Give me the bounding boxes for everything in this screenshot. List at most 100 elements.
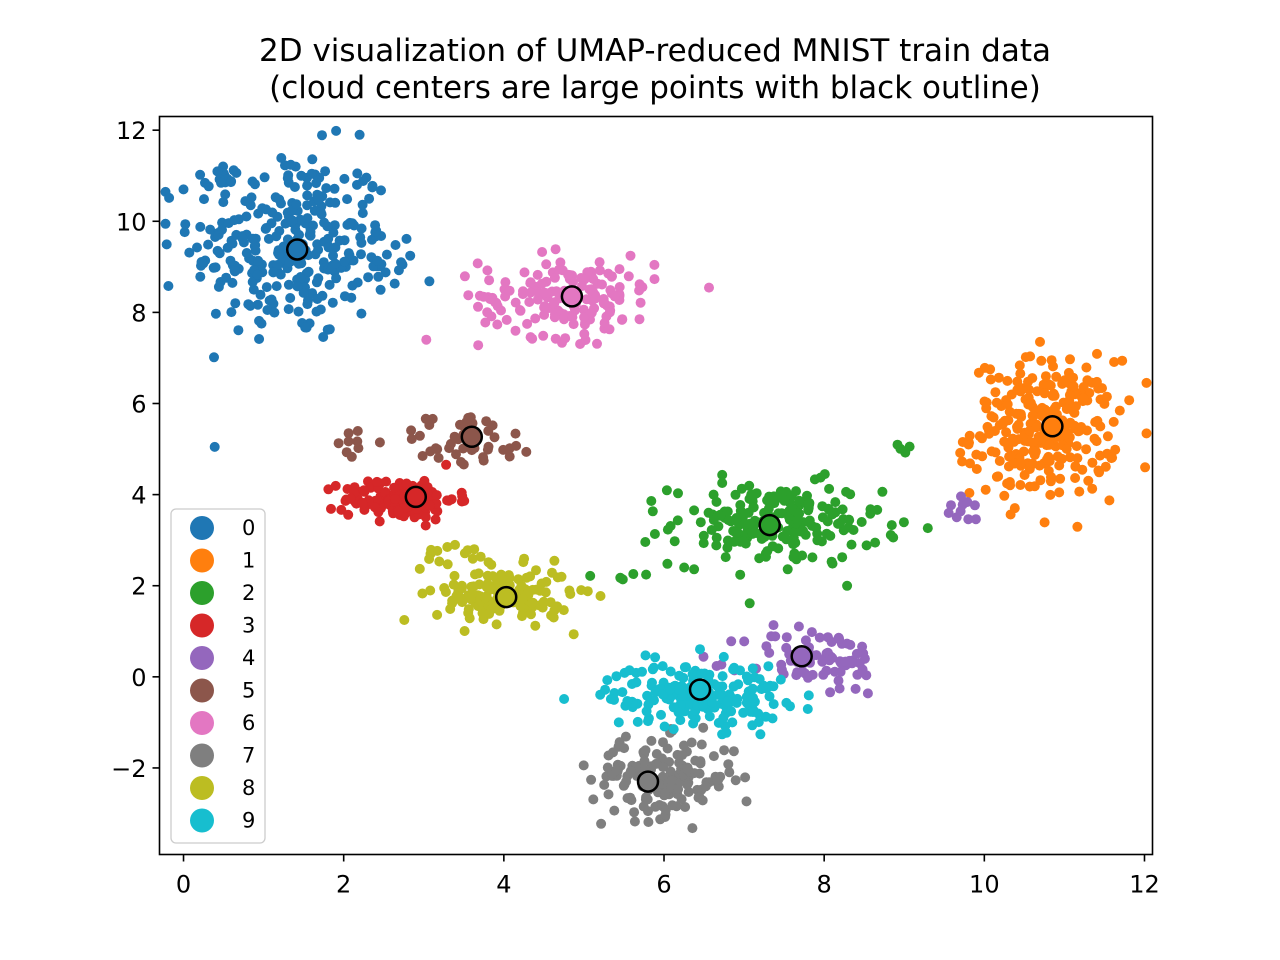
legend-label: 6: [242, 711, 255, 735]
data-point: [196, 257, 207, 267]
data-point: [1141, 428, 1152, 439]
data-point: [539, 287, 550, 298]
data-point: [1108, 416, 1119, 427]
data-point: [316, 209, 327, 220]
data-point: [356, 249, 366, 260]
data-point: [334, 235, 345, 246]
data-point: [293, 306, 304, 317]
data-point: [720, 552, 731, 563]
data-point: [541, 259, 552, 270]
chart-subtitle: (cloud centers are large points with bla…: [269, 70, 1041, 106]
data-point: [621, 776, 632, 787]
data-point: [837, 552, 848, 563]
data-point: [1070, 473, 1081, 483]
data-point: [433, 452, 444, 463]
data-point: [284, 257, 294, 268]
data-point: [753, 708, 764, 719]
data-point: [767, 713, 778, 724]
legend-label: 9: [242, 809, 255, 833]
data-point: [802, 490, 812, 501]
data-point: [482, 444, 493, 455]
data-point: [747, 663, 758, 674]
data-point: [1054, 487, 1065, 498]
data-point: [291, 199, 302, 210]
legend-item-0: 0: [190, 516, 255, 540]
data-point: [789, 548, 800, 559]
data-point: [341, 447, 352, 458]
data-point: [695, 756, 706, 767]
data-point: [622, 793, 633, 804]
data-point: [478, 291, 489, 302]
data-point: [660, 788, 671, 799]
series-7-points: [578, 722, 752, 834]
data-point: [233, 325, 244, 336]
data-point: [696, 739, 707, 750]
data-point: [822, 516, 833, 527]
data-point: [964, 430, 975, 441]
data-point: [1001, 427, 1012, 438]
data-point: [738, 707, 749, 718]
data-point: [303, 266, 314, 277]
data-point: [283, 304, 294, 315]
data-point: [514, 305, 525, 315]
data-point: [554, 264, 564, 275]
data-point: [1049, 403, 1060, 414]
data-point: [420, 512, 431, 523]
data-point: [1011, 408, 1022, 419]
cloud-center-6: [560, 285, 584, 308]
data-point: [401, 233, 412, 244]
data-point: [728, 681, 739, 692]
data-point: [302, 180, 313, 191]
data-point: [567, 312, 578, 323]
data-point: [254, 315, 265, 326]
data-point: [245, 300, 256, 311]
cloud-center-2: [758, 513, 781, 537]
data-point: [563, 269, 574, 280]
data-point: [1124, 395, 1135, 406]
data-point: [622, 696, 633, 706]
data-point: [339, 256, 350, 267]
data-point: [1015, 385, 1026, 396]
data-point: [723, 759, 734, 770]
data-point: [261, 204, 271, 215]
data-point: [943, 508, 954, 518]
data-point: [846, 539, 857, 550]
data-point: [420, 520, 431, 531]
data-point: [272, 260, 283, 270]
data-point: [985, 374, 996, 385]
data-point: [517, 611, 527, 622]
data-point: [1074, 486, 1085, 497]
x-tick-label: 6: [656, 871, 671, 899]
data-point: [711, 532, 722, 543]
data-point: [632, 716, 643, 727]
x-tick-label: 12: [1129, 871, 1160, 899]
data-point: [647, 506, 658, 517]
data-point: [857, 641, 868, 652]
data-point: [662, 558, 673, 569]
legend-marker: [190, 516, 214, 540]
data-point: [594, 257, 605, 268]
data-point: [602, 675, 613, 686]
legend-label: 0: [242, 516, 255, 540]
data-point: [584, 284, 595, 295]
data-point: [741, 796, 752, 807]
data-point: [442, 542, 453, 552]
data-point: [731, 528, 742, 538]
data-point: [306, 168, 317, 179]
data-point: [389, 278, 400, 289]
data-point: [650, 652, 661, 663]
data-point: [370, 220, 381, 231]
data-point: [687, 823, 698, 834]
legend-label: 7: [242, 744, 255, 768]
y-tick-label: 2: [131, 573, 146, 601]
data-point: [712, 775, 723, 786]
series-4-points: [698, 491, 981, 699]
data-point: [456, 580, 467, 591]
data-point: [888, 532, 899, 543]
data-point: [646, 496, 657, 506]
data-point: [1140, 462, 1151, 473]
data-point: [399, 615, 410, 625]
data-point: [600, 684, 611, 695]
data-point: [467, 553, 478, 564]
data-point: [524, 297, 535, 307]
